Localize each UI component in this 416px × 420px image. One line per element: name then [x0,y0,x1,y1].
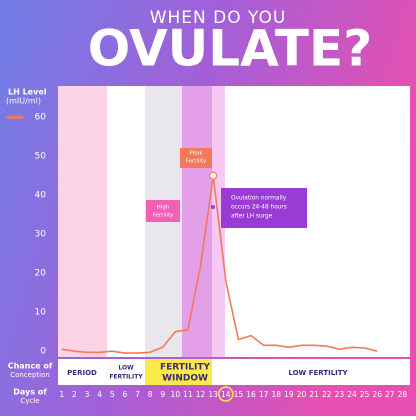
x-label: Days of [13,388,47,397]
highlight-day [218,386,234,402]
phase: PERIOD [67,369,97,377]
x-tick-label: 23 [335,390,345,399]
annotation: after LH surge [231,214,273,220]
x-tick-label: 11 [183,390,193,399]
y-tick-label: 20 [35,269,47,279]
x-tick-label: 5 [110,390,115,399]
title: WHEN DO YOU [150,8,287,28]
annotation-box [221,188,307,228]
annotation: Ovulation normally [231,196,287,202]
x-tick-label: 21 [309,390,319,399]
x-tick-label: 24 [347,390,357,399]
x-tick-label: 15 [234,390,244,399]
x-tick-label: 1 [59,390,64,399]
phase: FERTILITY [160,363,211,373]
phase: LOW [118,365,134,372]
x-tick-label: 19 [284,390,294,399]
y-unit: (mIU/ml) [6,97,41,106]
lh-line [61,174,378,354]
phase-row [58,359,410,385]
x-tick-label: 4 [97,390,102,399]
x-tick-label: 20 [297,390,307,399]
x-tick-label: 2 [72,390,77,399]
y-label: LH Level [8,88,47,97]
y-tick-label: 50 [35,152,47,162]
y-tick-label: 10 [35,308,47,318]
annotation-box [180,148,212,168]
phase: LOW FERTILITY [288,369,348,377]
annotation: occurs 24-48 hours [231,205,287,211]
annotation: Fertility [186,159,207,165]
phase: WINDOW [162,374,208,384]
annotation-box [146,200,180,222]
x-tick-label: 6 [122,390,127,399]
conception-label: Chance of [8,362,53,371]
x-tick-label: 26 [372,390,382,399]
annotation: Fertility [153,213,174,219]
x-tick-label: 18 [271,390,281,399]
peak-marker [209,171,218,180]
subtitle: OVULATE? [88,20,372,78]
x-tick-label: 9 [160,390,165,399]
phase: FERTILITY [109,374,143,381]
x-tick-label: 17 [259,390,269,399]
y-tick-label: 60 [35,113,47,123]
y-tick-label: 40 [35,191,47,201]
x-tick-label: 27 [385,390,395,399]
conception-label: Conception [10,371,50,379]
y-tick-label: 0 [40,347,46,357]
x-tick-label: 14 [221,390,231,399]
x-tick-label: 28 [398,390,408,399]
window-box [145,359,212,385]
x-tick-label: 13 [208,390,218,399]
x-tick-label: 8 [148,390,153,399]
x-tick-label: 7 [135,390,140,399]
x-label: Cycle [20,397,39,405]
x-tick-label: 25 [360,390,370,399]
annotation: High [157,205,170,211]
x-tick-label: 12 [196,390,206,399]
x-tick-label: 22 [322,390,332,399]
x-tick-label: 10 [171,390,181,399]
period-band [58,86,107,357]
x-tick-label: 3 [85,390,90,399]
x-tick-label: 16 [246,390,256,399]
annotation: Peak [189,151,203,157]
annotation-dot [211,205,215,209]
y-tick-label: 30 [35,230,47,240]
